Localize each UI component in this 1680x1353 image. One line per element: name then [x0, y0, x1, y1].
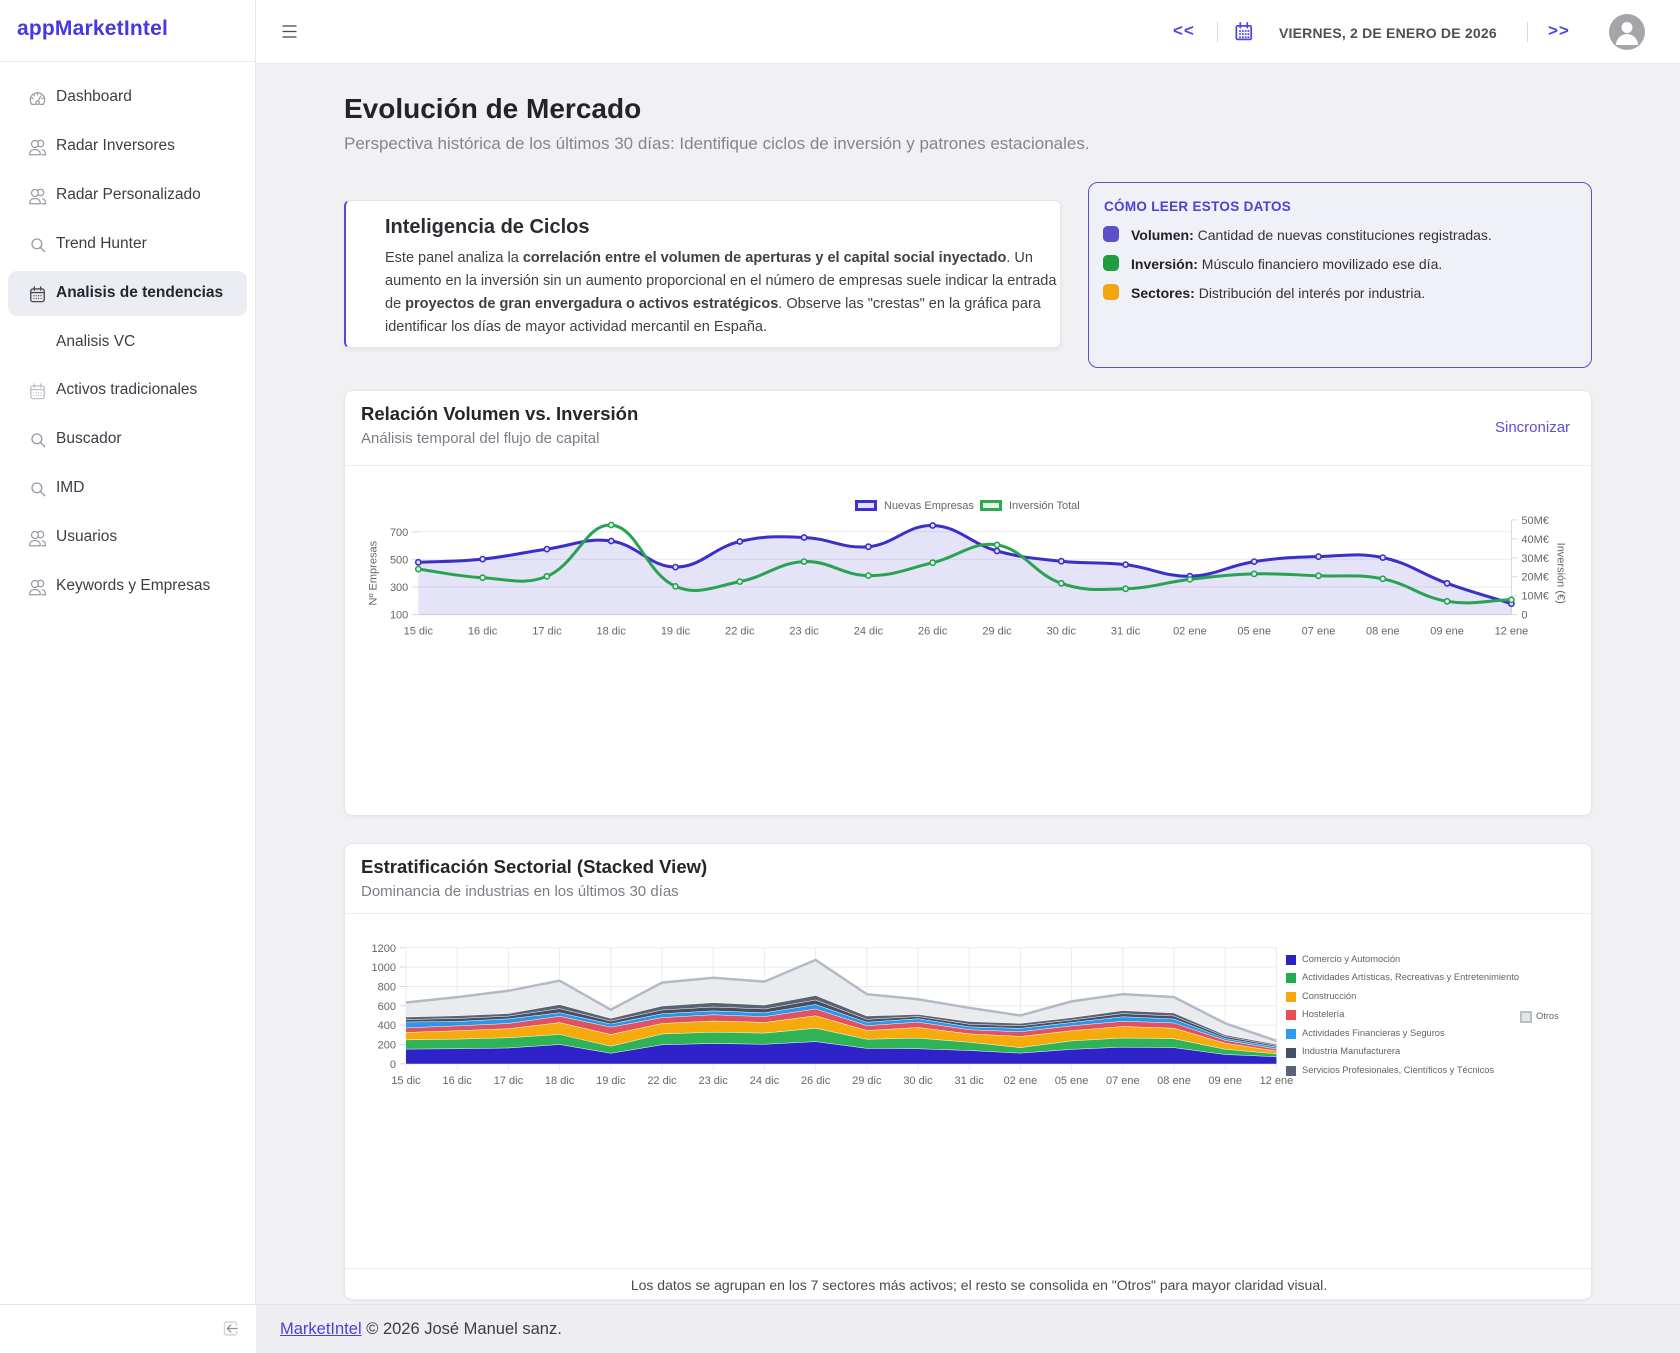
svg-text:05 ene: 05 ene	[1237, 626, 1271, 638]
svg-text:15 dic: 15 dic	[404, 626, 434, 638]
svg-text:12 ene: 12 ene	[1495, 626, 1529, 638]
svg-text:26 dic: 26 dic	[801, 1075, 831, 1087]
svg-text:19 dic: 19 dic	[661, 626, 691, 638]
svg-text:29 dic: 29 dic	[982, 626, 1012, 638]
svg-text:500: 500	[390, 554, 408, 566]
svg-text:1000: 1000	[372, 962, 396, 974]
svg-text:29 dic: 29 dic	[852, 1075, 882, 1087]
svg-text:0: 0	[1521, 610, 1527, 622]
svg-text:0: 0	[390, 1059, 396, 1071]
svg-text:30 dic: 30 dic	[1047, 626, 1077, 638]
svg-text:31 dic: 31 dic	[955, 1075, 985, 1087]
svg-text:07 ene: 07 ene	[1106, 1075, 1140, 1087]
svg-text:800: 800	[378, 982, 396, 994]
svg-text:10M€: 10M€	[1521, 591, 1549, 603]
svg-text:08 ene: 08 ene	[1366, 626, 1400, 638]
svg-text:09 ene: 09 ene	[1208, 1075, 1242, 1087]
svg-text:Inversión (€): Inversión (€)	[1554, 543, 1566, 604]
svg-text:02 ene: 02 ene	[1004, 1075, 1038, 1087]
svg-text:31 dic: 31 dic	[1111, 626, 1141, 638]
svg-text:18 dic: 18 dic	[545, 1075, 575, 1087]
svg-text:600: 600	[378, 1001, 396, 1013]
svg-text:30M€: 30M€	[1521, 553, 1549, 565]
svg-text:400: 400	[378, 1020, 396, 1032]
svg-text:24 dic: 24 dic	[854, 626, 884, 638]
svg-text:30 dic: 30 dic	[903, 1075, 933, 1087]
svg-text:Nº Empresas: Nº Empresas	[367, 540, 379, 605]
svg-text:50M€: 50M€	[1521, 515, 1549, 527]
svg-text:700: 700	[390, 527, 408, 539]
svg-text:16 dic: 16 dic	[468, 626, 498, 638]
svg-text:16 dic: 16 dic	[443, 1075, 473, 1087]
svg-text:20M€: 20M€	[1521, 572, 1549, 584]
svg-text:09 ene: 09 ene	[1430, 626, 1464, 638]
svg-text:23 dic: 23 dic	[789, 626, 819, 638]
svg-text:02 ene: 02 ene	[1173, 626, 1207, 638]
svg-text:22 dic: 22 dic	[725, 626, 755, 638]
svg-text:07 ene: 07 ene	[1302, 626, 1336, 638]
svg-text:26 dic: 26 dic	[918, 626, 948, 638]
svg-text:100: 100	[390, 610, 408, 622]
svg-text:300: 300	[390, 582, 408, 594]
svg-text:05 ene: 05 ene	[1055, 1075, 1089, 1087]
svg-text:17 dic: 17 dic	[494, 1075, 524, 1087]
svg-text:24 dic: 24 dic	[750, 1075, 780, 1087]
svg-text:40M€: 40M€	[1521, 534, 1549, 546]
svg-text:1200: 1200	[372, 943, 396, 955]
svg-text:15 dic: 15 dic	[391, 1075, 421, 1087]
svg-text:19 dic: 19 dic	[596, 1075, 626, 1087]
svg-text:22 dic: 22 dic	[647, 1075, 677, 1087]
svg-text:18 dic: 18 dic	[597, 626, 627, 638]
svg-text:12 ene: 12 ene	[1260, 1075, 1294, 1087]
svg-text:08 ene: 08 ene	[1157, 1075, 1191, 1087]
svg-text:17 dic: 17 dic	[532, 626, 562, 638]
svg-text:200: 200	[378, 1040, 396, 1052]
svg-text:23 dic: 23 dic	[699, 1075, 729, 1087]
